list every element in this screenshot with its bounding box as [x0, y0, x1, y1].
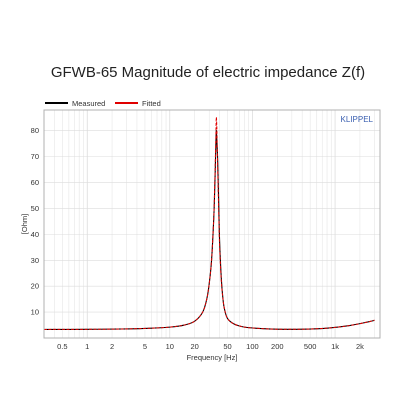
- series-layer: [43, 116, 375, 330]
- x-axis-label: Frequency [Hz]: [187, 353, 238, 362]
- x-tick-label: 100: [246, 342, 259, 351]
- x-tick-labels: 0.5 1 2 5 10 20 50 100 200 500 1k 2k: [57, 342, 364, 351]
- chart-title: GFWB-65 Magnitude of electric impedance …: [50, 64, 366, 81]
- x-tick-label: 5: [143, 342, 147, 351]
- plot-frame: [43, 109, 381, 339]
- y-tick-label: 20: [31, 282, 39, 291]
- y-tick-label: 50: [31, 204, 39, 213]
- y-tick-label: 30: [31, 256, 39, 265]
- y-tick-labels: 10 20 30 40 50 60 70 80: [31, 126, 39, 316]
- y-tick-label: 70: [31, 152, 39, 161]
- x-tick-label: 200: [271, 342, 284, 351]
- x-tick-label: 1k: [331, 342, 339, 351]
- x-tick-label: 0.5: [57, 342, 67, 351]
- legend: Measured Fitted: [45, 99, 161, 108]
- x-tick-label: 20: [191, 342, 199, 351]
- x-tick-label: 1: [85, 342, 89, 351]
- series-line-fitted: [43, 116, 375, 330]
- x-tick-label: 50: [223, 342, 231, 351]
- klippel-watermark: KLIPPEL: [341, 115, 374, 124]
- x-tick-label: 10: [166, 342, 174, 351]
- y-tick-label: 40: [31, 230, 39, 239]
- y-axis-label: [Ohm]: [20, 214, 29, 234]
- y-tick-label: 60: [31, 178, 39, 187]
- x-tick-label: 500: [304, 342, 317, 351]
- y-tick-label: 80: [31, 126, 39, 135]
- x-tick-label: 2: [110, 342, 114, 351]
- y-tick-label: 10: [31, 308, 39, 317]
- legend-label-measured: Measured: [72, 99, 105, 108]
- legend-label-fitted: Fitted: [142, 99, 161, 108]
- x-tick-label: 2k: [356, 342, 364, 351]
- grid-layer: [43, 110, 380, 338]
